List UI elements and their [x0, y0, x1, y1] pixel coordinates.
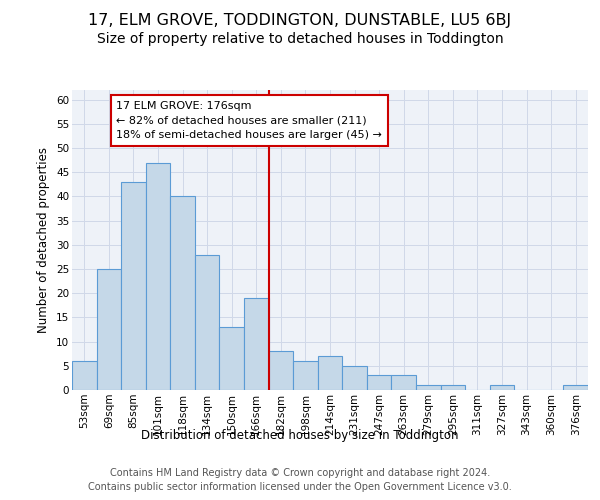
Bar: [563, 385, 588, 390]
Text: Size of property relative to detached houses in Toddington: Size of property relative to detached ho…: [97, 32, 503, 46]
Bar: [170, 196, 195, 390]
Text: Contains HM Land Registry data © Crown copyright and database right 2024.: Contains HM Land Registry data © Crown c…: [110, 468, 490, 477]
Bar: [121, 182, 146, 390]
Bar: [391, 376, 416, 390]
Bar: [490, 385, 514, 390]
Text: 17 ELM GROVE: 176sqm
← 82% of detached houses are smaller (211)
18% of semi-deta: 17 ELM GROVE: 176sqm ← 82% of detached h…: [116, 100, 382, 140]
Bar: [244, 298, 269, 390]
Bar: [146, 162, 170, 390]
Bar: [269, 352, 293, 390]
Bar: [72, 361, 97, 390]
Text: 17, ELM GROVE, TODDINGTON, DUNSTABLE, LU5 6BJ: 17, ELM GROVE, TODDINGTON, DUNSTABLE, LU…: [88, 12, 512, 28]
Bar: [195, 254, 220, 390]
Bar: [97, 269, 121, 390]
Bar: [416, 385, 440, 390]
Bar: [367, 376, 391, 390]
Bar: [293, 361, 318, 390]
Bar: [220, 327, 244, 390]
Bar: [440, 385, 465, 390]
Text: Distribution of detached houses by size in Toddington: Distribution of detached houses by size …: [141, 428, 459, 442]
Text: Contains public sector information licensed under the Open Government Licence v3: Contains public sector information licen…: [88, 482, 512, 492]
Bar: [342, 366, 367, 390]
Bar: [318, 356, 342, 390]
Y-axis label: Number of detached properties: Number of detached properties: [37, 147, 50, 333]
